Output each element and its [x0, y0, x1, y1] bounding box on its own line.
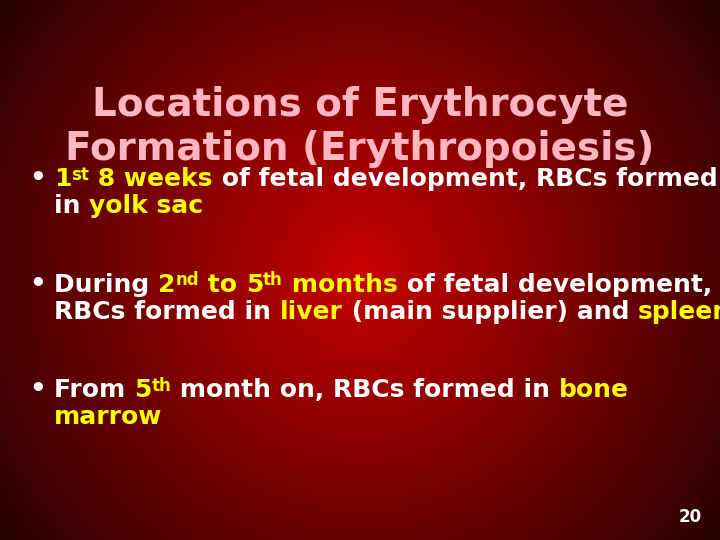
Text: •: •	[29, 166, 45, 192]
Text: st: st	[71, 166, 89, 184]
Text: 1: 1	[54, 167, 71, 191]
Text: of fetal development,: of fetal development,	[397, 273, 712, 296]
Text: 8 weeks: 8 weeks	[89, 167, 212, 191]
Text: (main supplier) and: (main supplier) and	[343, 300, 638, 323]
Text: RBCs formed in: RBCs formed in	[54, 300, 280, 323]
Text: Locations of Erythrocyte
Formation (Erythropoiesis): Locations of Erythrocyte Formation (Eryt…	[66, 86, 654, 168]
Text: liver: liver	[280, 300, 343, 323]
Text: •: •	[29, 272, 45, 298]
Text: months: months	[283, 273, 397, 296]
Text: •: •	[29, 377, 45, 403]
Text: nd: nd	[176, 271, 199, 289]
Text: From: From	[54, 378, 134, 402]
Text: 5: 5	[246, 273, 263, 296]
Text: th: th	[263, 271, 283, 289]
Text: spleen: spleen	[638, 300, 720, 323]
Text: bone: bone	[559, 378, 629, 402]
Text: 5: 5	[134, 378, 151, 402]
Text: yolk sac: yolk sac	[89, 194, 203, 218]
Text: During: During	[54, 273, 158, 296]
Text: 20: 20	[679, 509, 702, 526]
Text: to: to	[199, 273, 246, 296]
Text: in: in	[54, 194, 89, 218]
Text: th: th	[151, 376, 171, 395]
Text: of fetal development, RBCs formed: of fetal development, RBCs formed	[212, 167, 718, 191]
Text: month on, RBCs formed in: month on, RBCs formed in	[171, 378, 559, 402]
Text: marrow: marrow	[54, 405, 163, 429]
Text: 2: 2	[158, 273, 176, 296]
